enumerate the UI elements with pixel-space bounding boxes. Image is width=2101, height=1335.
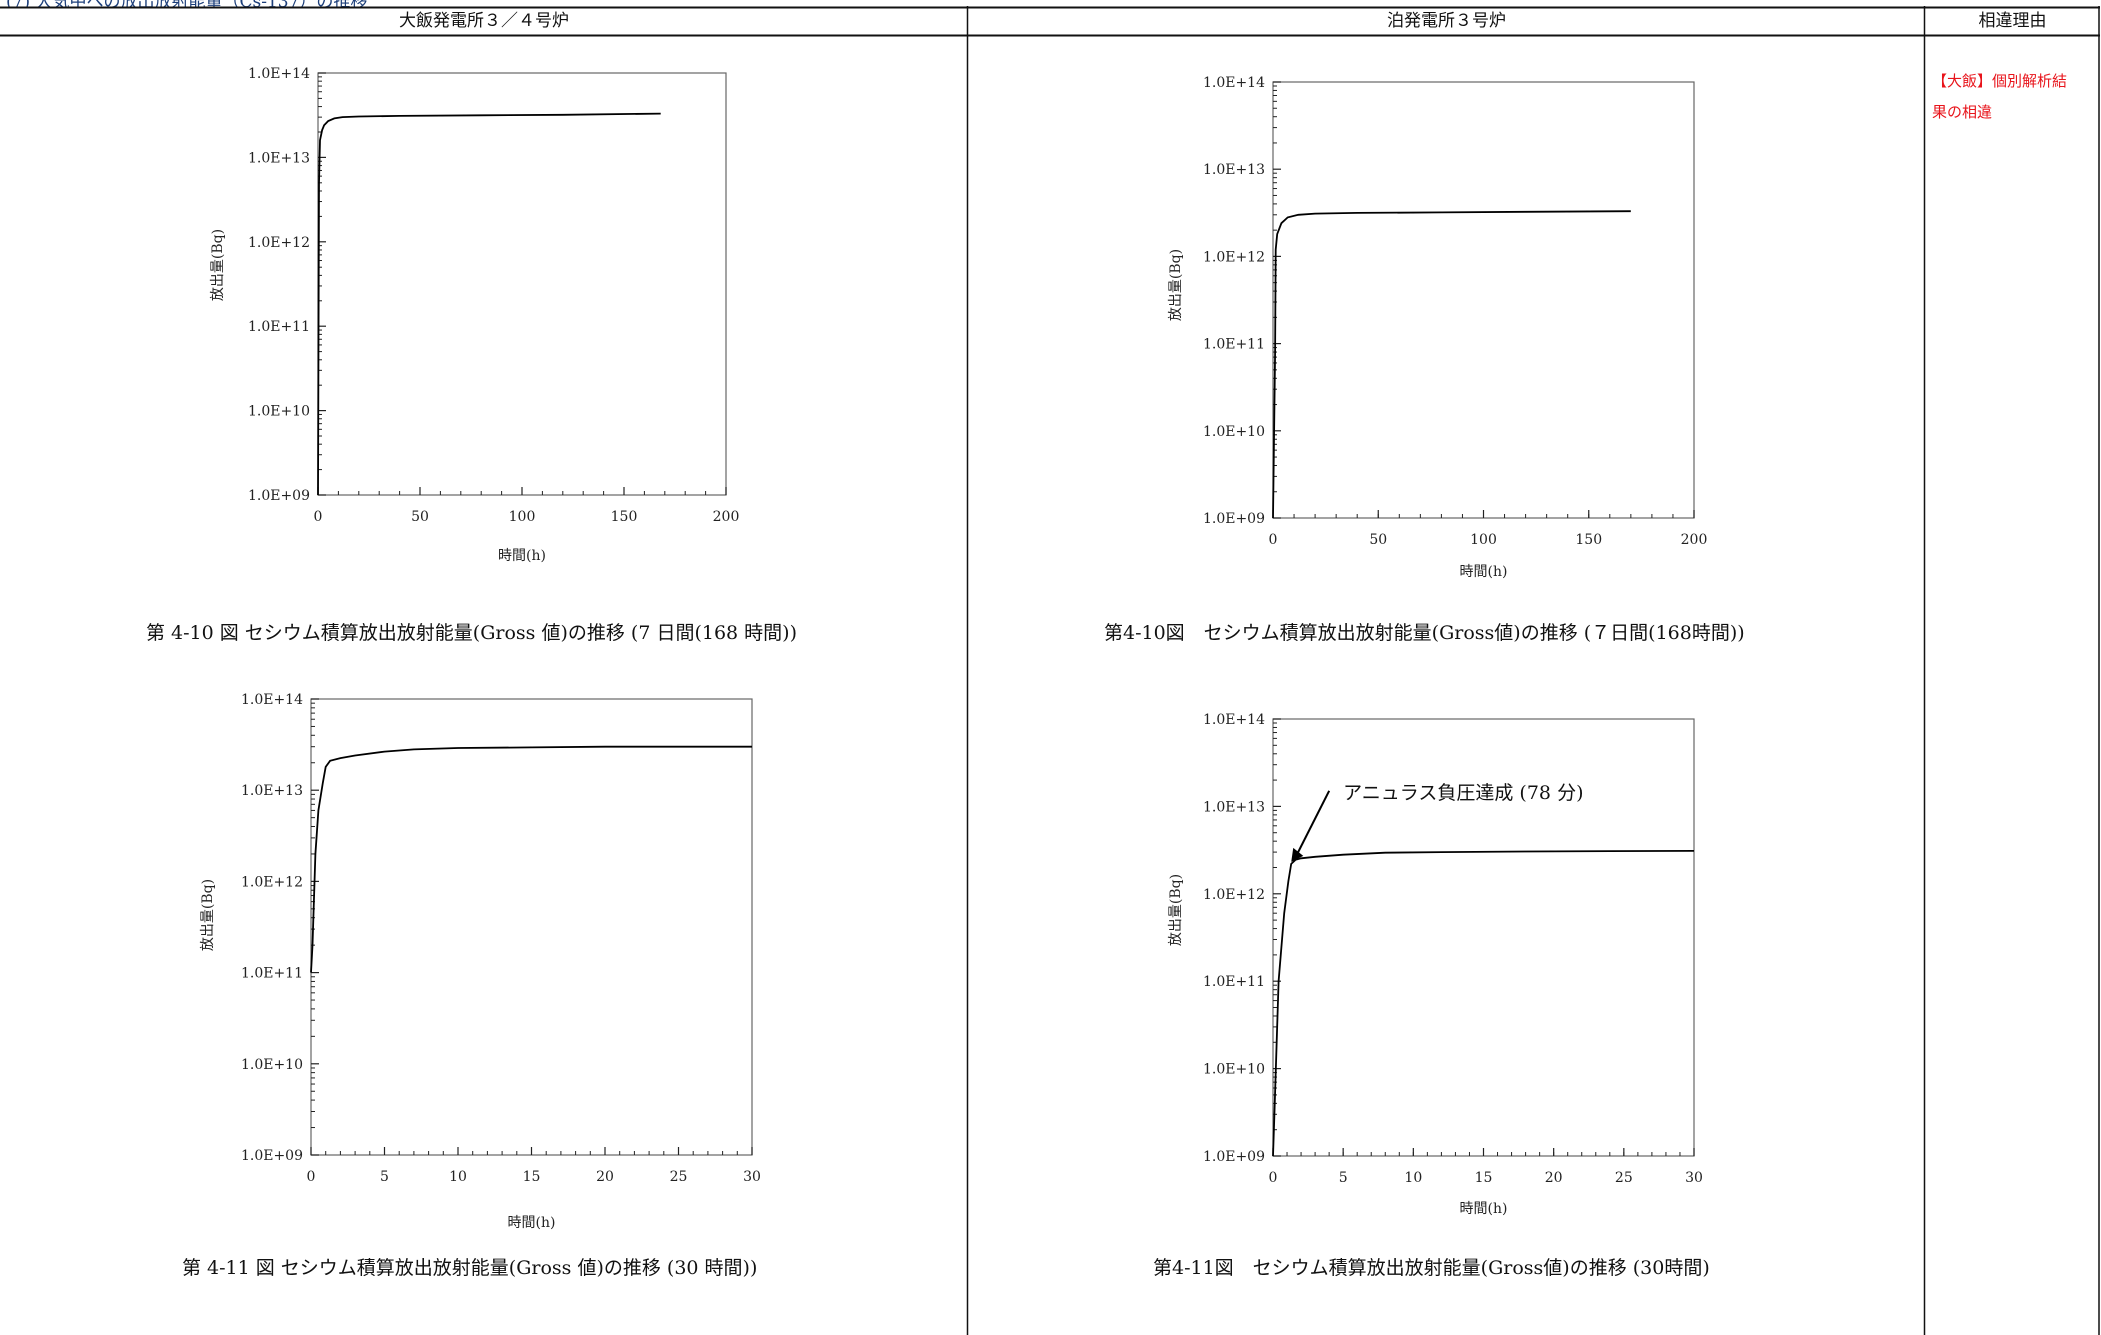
header-reason: 相違理由 — [1978, 11, 2047, 31]
difference-reason: 【大飯】個別解析結 果の相違 — [1932, 66, 2092, 128]
header-tomari: 泊発電所３号炉 — [1387, 11, 1506, 31]
table-frame — [0, 6, 2100, 1335]
reason-line-2: 果の相違 — [1932, 103, 1993, 121]
caption-ohi-168h: 第 4-10 図 セシウム積算放出放射能量(Gross 値)の推移 (7 日間(… — [146, 622, 797, 644]
caption-tomari-168h: 第4-10図 セシウム積算放出放射能量(Gross値)の推移 (７日間(168時… — [1104, 622, 1745, 644]
caption-tomari-30h: 第4-11図 セシウム積算放出放射能量(Gross値)の推移 (30時間) — [1153, 1257, 1710, 1279]
cut-off-heading: (7) 大気中への放出放射能量（Cs-137）の推移 — [0, 0, 800, 8]
reason-line-1: 【大飯】個別解析結 — [1932, 72, 2068, 90]
caption-ohi-30h: 第 4-11 図 セシウム積算放出放射能量(Gross 値)の推移 (30 時間… — [182, 1257, 758, 1279]
header-ohi: 大飯発電所３／４号炉 — [399, 11, 569, 31]
